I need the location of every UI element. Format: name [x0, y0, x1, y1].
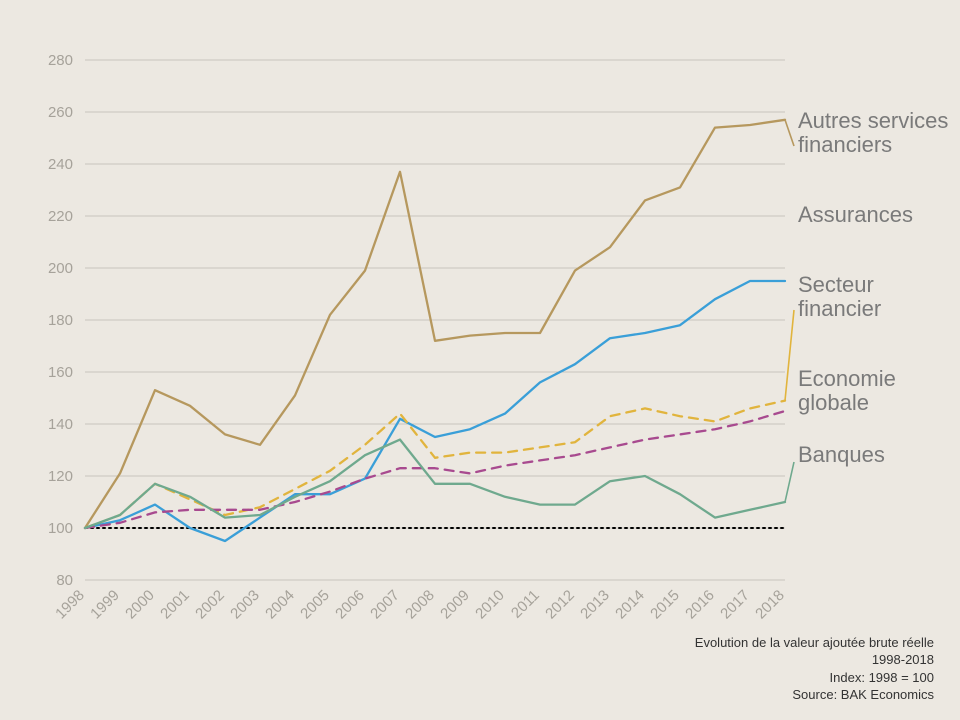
x-tick-label: 2008: [402, 587, 438, 623]
chart-container: 80 100 120 140 160 180 200 220 240 260 280 19981999…: [0, 0, 960, 720]
x-tick-label: 1999: [87, 587, 123, 623]
y-tick-label: 80: [56, 572, 73, 589]
footer-line: 1998-2018: [695, 651, 934, 669]
x-tick-label: 2016: [682, 587, 718, 623]
y-tick-label: 280: [48, 52, 73, 69]
x-tick-label: 2017: [717, 587, 753, 623]
series-secteur: [85, 401, 785, 528]
x-tick-label: 2014: [612, 587, 648, 623]
y-tick-label: 100: [48, 520, 73, 537]
x-tick-label: 2004: [262, 587, 298, 623]
y-tick-label: 200: [48, 260, 73, 277]
x-tick-label: 2007: [367, 587, 403, 623]
x-tick-label: 2013: [577, 587, 613, 623]
label-economie: Economieglobale: [798, 366, 896, 415]
chart-footer: Evolution de la valeur ajoutée brute rée…: [695, 634, 934, 704]
label-banques: Banques: [798, 442, 885, 467]
x-tick-label: 2011: [508, 587, 543, 622]
label-assurances: Assurances: [798, 202, 913, 227]
leader-autres: [785, 120, 794, 146]
footer-line: Evolution de la valeur ajoutée brute rée…: [695, 634, 934, 652]
y-tick-label: 160: [48, 364, 73, 381]
y-tick-label: 140: [48, 416, 73, 433]
x-tick-label: 2018: [752, 587, 788, 623]
leader-banques: [785, 462, 794, 502]
y-tick-label: 260: [48, 104, 73, 121]
footer-line: Source: BAK Economics: [695, 686, 934, 704]
x-tick-label: 2000: [122, 587, 158, 623]
x-tick-label: 2015: [647, 587, 683, 623]
y-tick-label: 220: [48, 208, 73, 225]
x-tick-label: 2006: [332, 587, 368, 623]
x-tick-label: 2012: [542, 587, 578, 623]
footer-line: Index: 1998 = 100: [695, 669, 934, 687]
x-tick-label: 1998: [52, 587, 88, 623]
label-secteur: Secteurfinancier: [798, 272, 881, 321]
series-economie: [85, 411, 785, 528]
x-tick-label: 2005: [297, 587, 333, 623]
line-chart: 80 100 120 140 160 180 200 220 240 260 280 19981999…: [0, 0, 960, 720]
x-tick-label: 2003: [227, 587, 263, 623]
y-tick-label: 120: [48, 468, 73, 485]
series-banques: [85, 440, 785, 528]
label-autres: Autres servicesfinanciers: [798, 108, 948, 157]
leader-secteur: [785, 310, 794, 401]
y-tick-label: 180: [48, 312, 73, 329]
y-tick-label: 240: [48, 156, 73, 173]
x-tick-label: 2010: [472, 587, 508, 623]
x-tick-label: 2001: [157, 587, 193, 623]
x-tick-label: 2009: [437, 587, 473, 623]
x-tick-label: 2002: [192, 587, 228, 623]
